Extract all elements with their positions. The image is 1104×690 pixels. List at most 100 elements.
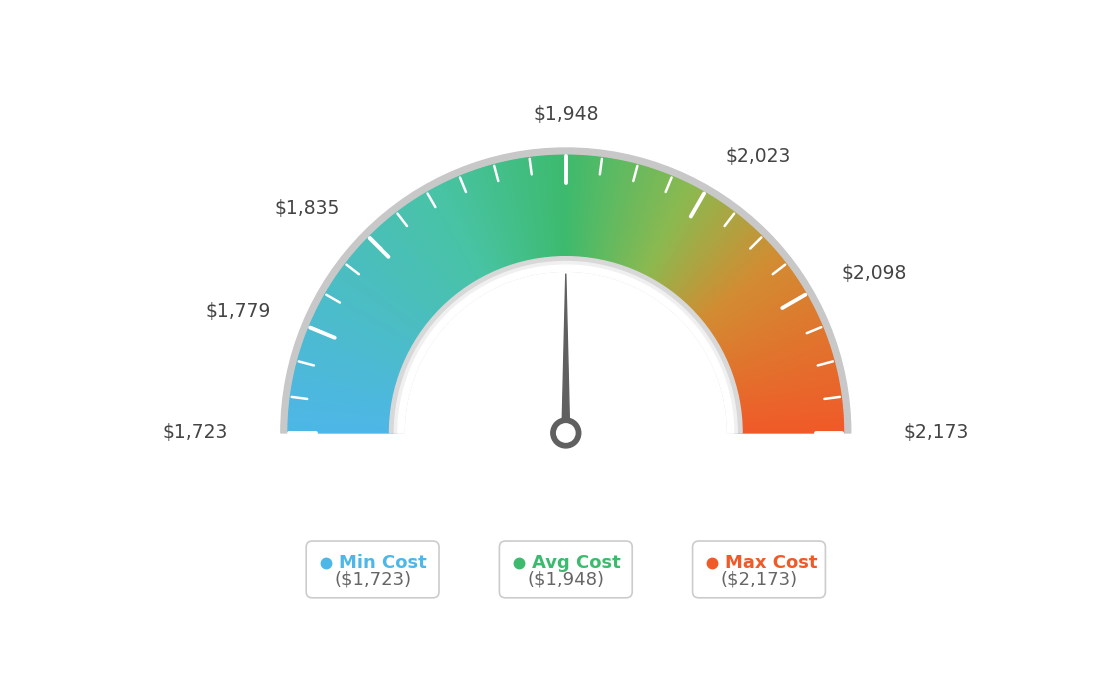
Wedge shape — [488, 166, 521, 275]
Wedge shape — [291, 384, 404, 406]
Wedge shape — [289, 407, 402, 420]
Wedge shape — [371, 233, 453, 315]
Wedge shape — [656, 200, 720, 296]
Wedge shape — [549, 156, 558, 269]
Text: $2,098: $2,098 — [842, 264, 907, 283]
Wedge shape — [480, 168, 517, 277]
Wedge shape — [678, 230, 758, 315]
Wedge shape — [386, 219, 461, 308]
Wedge shape — [318, 304, 421, 358]
Wedge shape — [294, 375, 405, 400]
Wedge shape — [640, 186, 694, 288]
Wedge shape — [302, 342, 411, 381]
Wedge shape — [304, 339, 412, 379]
Wedge shape — [497, 164, 527, 274]
Wedge shape — [715, 317, 819, 366]
Wedge shape — [298, 355, 408, 388]
Wedge shape — [460, 175, 506, 281]
Wedge shape — [542, 156, 554, 269]
Text: ($1,948): ($1,948) — [528, 571, 604, 589]
Wedge shape — [491, 165, 523, 275]
Wedge shape — [730, 424, 843, 430]
Wedge shape — [724, 361, 835, 392]
Wedge shape — [517, 159, 539, 271]
Text: Avg Cost: Avg Cost — [532, 554, 620, 573]
Wedge shape — [395, 212, 467, 303]
Wedge shape — [414, 199, 478, 295]
Wedge shape — [291, 386, 404, 407]
Wedge shape — [644, 188, 700, 289]
Wedge shape — [725, 366, 836, 395]
Wedge shape — [626, 175, 671, 281]
Wedge shape — [537, 157, 551, 270]
Wedge shape — [323, 294, 424, 353]
Wedge shape — [435, 187, 490, 288]
Wedge shape — [560, 155, 564, 269]
Wedge shape — [718, 326, 822, 371]
Text: ($1,723): ($1,723) — [335, 571, 411, 589]
Wedge shape — [693, 258, 784, 331]
Wedge shape — [288, 430, 402, 433]
Wedge shape — [576, 156, 586, 269]
Wedge shape — [565, 155, 569, 269]
Wedge shape — [338, 272, 432, 339]
Wedge shape — [477, 169, 516, 277]
Wedge shape — [420, 195, 480, 293]
Wedge shape — [593, 159, 615, 271]
Wedge shape — [352, 254, 440, 328]
Wedge shape — [730, 418, 843, 426]
Wedge shape — [403, 206, 470, 300]
Wedge shape — [554, 155, 561, 269]
Circle shape — [556, 424, 575, 442]
Wedge shape — [716, 323, 821, 369]
Wedge shape — [405, 205, 473, 299]
Wedge shape — [526, 158, 543, 270]
Wedge shape — [681, 235, 762, 317]
Wedge shape — [677, 228, 756, 313]
Wedge shape — [290, 398, 403, 414]
Wedge shape — [511, 160, 535, 272]
Circle shape — [551, 418, 581, 448]
Wedge shape — [432, 188, 488, 289]
Wedge shape — [389, 217, 463, 306]
Wedge shape — [365, 239, 448, 319]
Wedge shape — [625, 174, 668, 280]
Wedge shape — [343, 265, 435, 335]
Wedge shape — [606, 164, 638, 275]
Wedge shape — [294, 373, 405, 399]
Wedge shape — [689, 249, 776, 326]
FancyBboxPatch shape — [692, 541, 826, 598]
Wedge shape — [394, 262, 737, 433]
Wedge shape — [631, 178, 679, 283]
Wedge shape — [296, 364, 406, 394]
Wedge shape — [725, 370, 837, 397]
Wedge shape — [684, 241, 768, 321]
Wedge shape — [573, 155, 581, 269]
Wedge shape — [301, 344, 411, 382]
Wedge shape — [312, 317, 416, 366]
Text: Min Cost: Min Cost — [339, 554, 426, 573]
Wedge shape — [667, 213, 739, 304]
Wedge shape — [676, 226, 754, 312]
Wedge shape — [581, 157, 595, 270]
Wedge shape — [305, 336, 412, 377]
Wedge shape — [662, 208, 731, 301]
Wedge shape — [713, 312, 817, 363]
Wedge shape — [719, 333, 826, 376]
Wedge shape — [634, 181, 684, 284]
Wedge shape — [289, 410, 402, 421]
Wedge shape — [443, 183, 495, 286]
Wedge shape — [401, 208, 469, 301]
FancyBboxPatch shape — [499, 541, 633, 598]
Wedge shape — [513, 159, 537, 272]
Wedge shape — [725, 364, 836, 394]
Wedge shape — [551, 155, 559, 269]
Wedge shape — [321, 299, 422, 355]
Wedge shape — [291, 390, 404, 409]
Wedge shape — [289, 404, 403, 417]
Wedge shape — [659, 205, 726, 299]
Wedge shape — [320, 302, 421, 357]
Text: $1,779: $1,779 — [205, 302, 272, 321]
Wedge shape — [701, 275, 796, 341]
Wedge shape — [328, 286, 426, 348]
